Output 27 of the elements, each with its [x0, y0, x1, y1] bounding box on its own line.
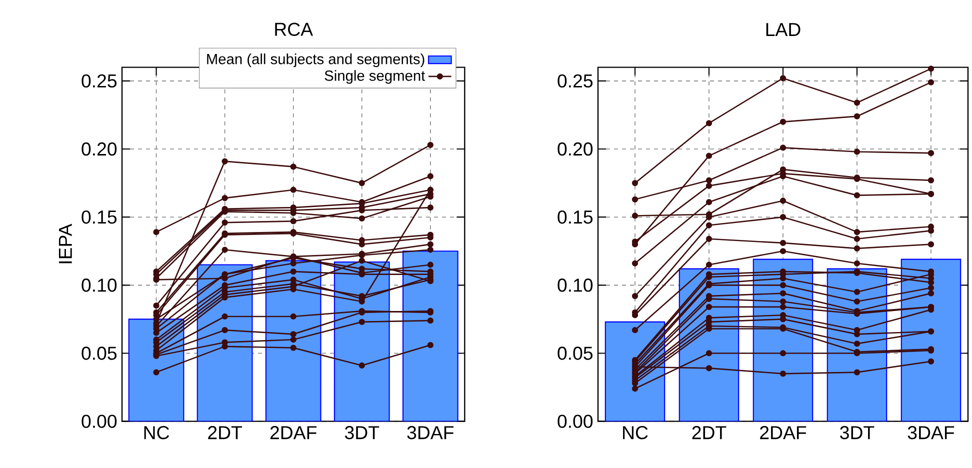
x-tick-label: 3DAF: [407, 426, 454, 440]
x-tick-label: 2DT: [692, 426, 726, 440]
x-tick-label: NC: [144, 426, 170, 440]
chart-title: RCA: [275, 22, 314, 36]
x-tick-label: 2DT: [208, 426, 242, 440]
y-tick-label: 0.20: [558, 142, 593, 156]
y-axis-title: IEPA: [58, 224, 72, 264]
y-tick-label: 0.15: [82, 210, 117, 224]
chart-title: LAD: [766, 23, 800, 36]
y-tick-label: 0.05: [558, 346, 593, 360]
y-tick-label: 0.00: [82, 414, 117, 428]
x-tick-label: 2DAF: [270, 426, 316, 440]
y-tick-label: 0.20: [82, 142, 117, 156]
y-tick-label: 0.10: [558, 278, 593, 292]
y-tick-label: 0.00: [558, 414, 593, 428]
x-tick-label: 3DAF: [908, 426, 954, 440]
x-tick-label: 3DT: [840, 426, 874, 440]
y-tick-label: 0.25: [558, 74, 593, 88]
x-tick-label: 2DAF: [760, 426, 806, 440]
y-tick-label: 0.15: [558, 210, 593, 224]
y-tick-label: 0.10: [82, 278, 117, 292]
y-tick-label: 0.25: [82, 74, 117, 88]
x-tick-label: NC: [623, 426, 648, 440]
legend-label: Single segment: [324, 70, 426, 84]
y-tick-label: 0.05: [82, 346, 117, 360]
legend-label: Mean (all subjects and segments): [207, 53, 424, 68]
x-tick-label: 3DT: [344, 426, 380, 440]
